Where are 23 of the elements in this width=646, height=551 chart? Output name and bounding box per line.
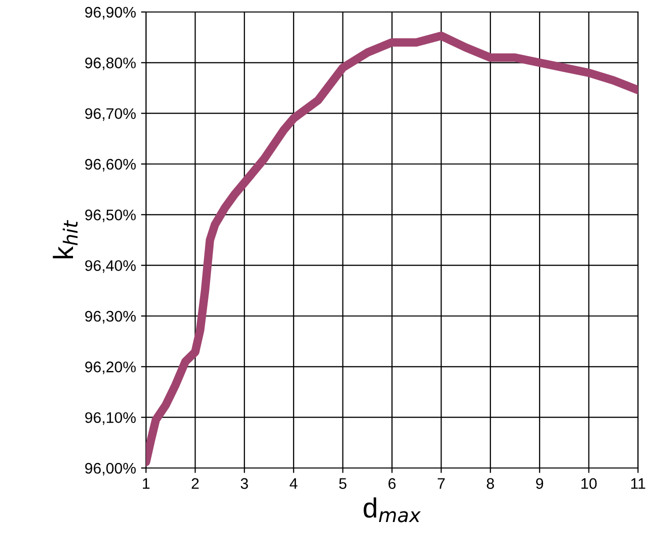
x-tick-label: 4 [290, 478, 298, 489]
x-tick-label: 9 [536, 478, 544, 489]
x-tick-label: 8 [486, 478, 494, 489]
y-tick-label: 96,00% [85, 462, 136, 476]
x-tick-label: 11 [631, 478, 646, 489]
y-tick-label: 96,90% [85, 6, 136, 20]
x-tick-label: 6 [388, 478, 396, 489]
x-tick-label: 5 [339, 478, 346, 489]
x-tick-label: 1 [142, 478, 150, 489]
y-tick-label: 96,50% [85, 210, 136, 222]
y-tick-label: 96,20% [85, 362, 136, 374]
x-tick-label: 10 [581, 478, 597, 489]
x-axis-title: d$_{max}$ [364, 497, 421, 522]
x-tick-label: 3 [240, 478, 248, 489]
y-tick-label: 96,40% [85, 260, 136, 273]
x-tick-label: 2 [192, 478, 199, 489]
y-tick-label: 96,70% [85, 108, 136, 121]
y-tick-label: 96,30% [85, 310, 136, 324]
y-tick-label: 96,80% [85, 58, 136, 70]
y-tick-label: 96,60% [85, 158, 136, 172]
x-tick-label: 7 [438, 478, 445, 489]
y-tick-label: 96,10% [85, 412, 136, 425]
y-axis-title: k$_{hit}$ [52, 220, 78, 258]
